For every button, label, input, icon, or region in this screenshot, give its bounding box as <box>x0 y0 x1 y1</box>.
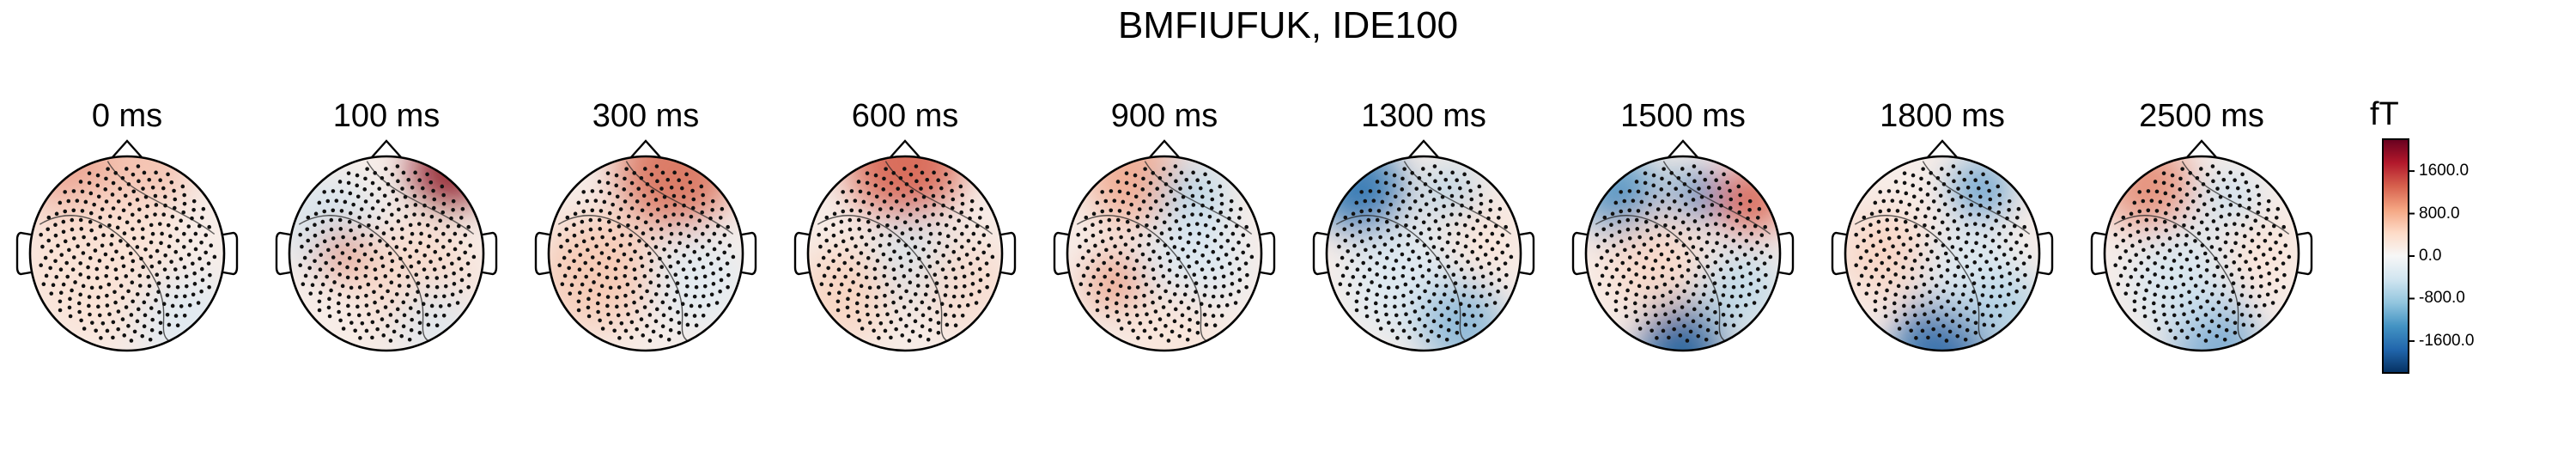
sensor-dots <box>2113 164 2292 343</box>
field-map <box>30 156 224 351</box>
right-ear-shape <box>482 231 498 276</box>
left-ear-shape <box>275 231 291 276</box>
topomap-title: 300 ms <box>592 98 700 134</box>
head-outline <box>1066 155 1263 352</box>
topomap-head <box>534 139 757 352</box>
figure-title: BMFIUFUK, IDE100 <box>1117 4 1459 46</box>
topomap-title: 1300 ms <box>1361 98 1486 134</box>
topomap-head <box>15 139 239 352</box>
field-map <box>549 156 743 347</box>
contour-line <box>1595 215 1741 347</box>
field-map <box>1845 161 2039 351</box>
head-outline <box>28 155 226 352</box>
contour-line <box>817 215 963 347</box>
contour-line <box>1076 215 1223 347</box>
topomap-head <box>1312 139 1535 352</box>
right-ear-shape <box>1000 231 1017 276</box>
nose-shape <box>1668 139 1698 158</box>
topomap-head <box>793 139 1017 352</box>
topomap-title: 2500 ms <box>2139 98 2264 134</box>
left-ear-shape <box>1831 231 1847 276</box>
sensor-dots <box>1595 164 1773 343</box>
right-ear-shape <box>1778 231 1795 276</box>
head-outline <box>1844 155 2041 352</box>
sensor-dots <box>817 164 995 343</box>
contour-line <box>39 215 185 347</box>
colorbar <box>2382 138 2409 374</box>
head-outline <box>2103 155 2300 352</box>
left-ear-shape <box>2090 231 2106 276</box>
sensor-dots <box>1335 164 1514 343</box>
contour-line <box>1335 215 1482 347</box>
topomap-title: 100 ms <box>332 98 440 134</box>
head-outline <box>806 155 1004 352</box>
left-ear-shape <box>1571 231 1588 276</box>
colorbar-unit: fT <box>2370 96 2399 132</box>
head-outline <box>288 155 485 352</box>
nose-shape <box>630 139 661 158</box>
right-ear-shape <box>741 231 757 276</box>
colorbar-tick-label: -800.0 <box>2419 289 2465 308</box>
nose-shape <box>1927 139 1958 158</box>
contour-line <box>2113 215 2260 347</box>
head-outline <box>547 155 744 352</box>
sensor-dots <box>39 164 217 343</box>
topomap-title: 1500 ms <box>1620 98 1746 134</box>
topomap-title: 0 ms <box>91 98 163 134</box>
left-ear-shape <box>793 231 810 276</box>
field-map <box>1076 156 1255 351</box>
topomap-head <box>1831 139 2054 352</box>
colorbar-tick-label: 1600.0 <box>2419 162 2470 180</box>
topomap-head <box>2090 139 2313 352</box>
contour-line <box>298 215 445 347</box>
nose-shape <box>371 139 402 158</box>
nose-shape <box>112 139 143 158</box>
right-ear-shape <box>1260 231 1276 276</box>
contour-line <box>557 215 704 347</box>
topomap-title: 900 ms <box>1110 98 1218 134</box>
nose-shape <box>1408 139 1439 158</box>
nose-shape <box>2186 139 2217 158</box>
field-map <box>1586 156 1780 351</box>
topomap-title: 1800 ms <box>1880 98 2005 134</box>
nose-shape <box>890 139 920 158</box>
sensor-dots <box>1854 164 2032 343</box>
colorbar-tick-label: -1600.0 <box>2419 331 2475 350</box>
left-ear-shape <box>1053 231 1069 276</box>
sensor-dots <box>298 164 477 343</box>
colorbar-tick-label: 0.0 <box>2419 247 2442 265</box>
topomap-head <box>1053 139 1276 352</box>
right-ear-shape <box>2297 231 2313 276</box>
head-outline <box>1584 155 1782 352</box>
head-outline <box>1325 155 1522 352</box>
right-ear-shape <box>222 231 239 276</box>
nose-shape <box>1149 139 1180 158</box>
right-ear-shape <box>2038 231 2054 276</box>
topomap-title: 600 ms <box>851 98 959 134</box>
left-ear-shape <box>1312 231 1328 276</box>
colorbar-tick-label: 800.0 <box>2419 204 2460 223</box>
sensor-dots <box>557 164 736 343</box>
left-ear-shape <box>15 231 32 276</box>
topomap-head <box>275 139 498 352</box>
left-ear-shape <box>534 231 550 276</box>
topomap-head <box>1571 139 1795 352</box>
right-ear-shape <box>1519 231 1535 276</box>
sensor-dots <box>1076 164 1255 343</box>
contour-line <box>1854 215 2001 347</box>
